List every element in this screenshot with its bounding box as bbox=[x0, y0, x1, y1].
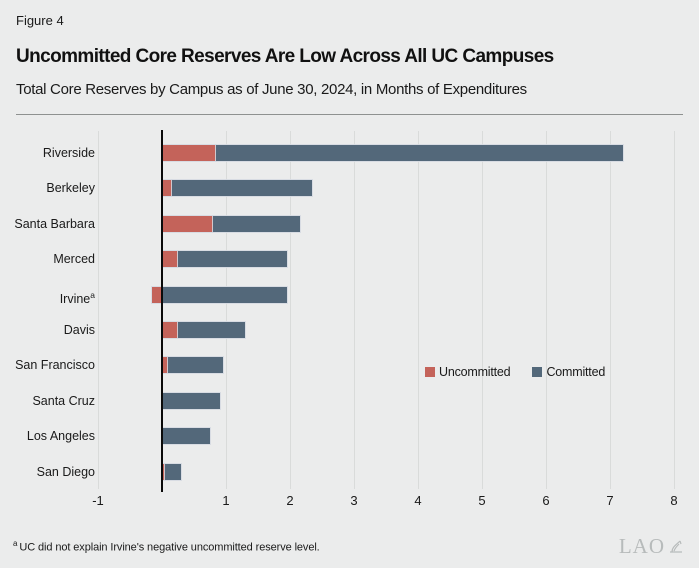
bar-segment-committed bbox=[178, 251, 287, 268]
category-label: San Diego bbox=[36, 464, 95, 479]
category-label: Berkeley bbox=[46, 181, 95, 196]
category-label: Los Angeles bbox=[26, 429, 95, 444]
bar-segment-uncommitted bbox=[162, 463, 166, 480]
bar-segment-uncommitted bbox=[162, 145, 217, 161]
bar-segment-committed bbox=[162, 428, 210, 445]
lao-seal-icon bbox=[670, 540, 682, 553]
x-tick-label: 2 bbox=[286, 493, 294, 508]
x-tick-label: 1 bbox=[222, 493, 230, 508]
x-tick-label: 3 bbox=[350, 493, 358, 508]
lao-logo-text: LAO bbox=[618, 534, 665, 558]
bar-segment-uncommitted bbox=[162, 215, 214, 232]
category-label: Santa Cruz bbox=[32, 393, 95, 408]
x-tick-label: 4 bbox=[414, 493, 422, 508]
legend-label-uncommitted: Uncommitted bbox=[439, 365, 511, 379]
zero-axis-line bbox=[161, 130, 163, 492]
gridline bbox=[417, 131, 419, 489]
bar-segment-committed bbox=[165, 463, 182, 480]
bar-segment-uncommitted bbox=[152, 286, 162, 303]
gridline bbox=[481, 131, 483, 489]
bar-segment-committed bbox=[216, 145, 623, 161]
bar-segment-committed bbox=[162, 286, 287, 303]
bar-segment-uncommitted bbox=[162, 357, 169, 374]
bar-segment-uncommitted bbox=[162, 322, 178, 338]
x-tick-label: 5 bbox=[478, 493, 486, 508]
bar-segment-committed bbox=[171, 180, 313, 197]
bar-segment-committed bbox=[213, 215, 300, 232]
gridline bbox=[673, 131, 675, 489]
bar-segment-uncommitted bbox=[162, 251, 178, 268]
chart-subtitle: Total Core Reserves by Campus as of June… bbox=[16, 81, 527, 98]
category-label: Merced bbox=[53, 252, 95, 267]
gridline bbox=[353, 131, 355, 489]
gridline bbox=[97, 131, 99, 489]
footnote-text: UC did not explain Irvine's negative unc… bbox=[19, 541, 320, 554]
legend-item-uncommitted: Uncommitted bbox=[425, 365, 511, 379]
chart-legend: Uncommitted Committed bbox=[425, 365, 605, 379]
footnote: a UC did not explain Irvine's negative un… bbox=[13, 539, 320, 554]
gridline bbox=[545, 131, 547, 489]
x-tick-label: 6 bbox=[542, 493, 550, 508]
x-tick-label: 8 bbox=[670, 493, 678, 508]
category-label: Irvinea bbox=[59, 289, 95, 306]
category-label: Davis bbox=[63, 323, 95, 337]
bar-segment-committed bbox=[168, 357, 223, 374]
uncommitted-swatch-icon bbox=[425, 367, 435, 377]
category-label: Santa Barbara bbox=[14, 216, 95, 231]
header-divider bbox=[16, 114, 683, 115]
x-tick-label: -1 bbox=[92, 493, 104, 508]
legend-label-committed: Committed bbox=[546, 365, 606, 379]
bar-segment-committed bbox=[178, 322, 246, 338]
footnote-marker: a bbox=[13, 539, 18, 548]
gridline bbox=[225, 131, 227, 489]
gridline bbox=[289, 131, 291, 489]
figure-label: Figure 4 bbox=[16, 13, 64, 28]
lao-logo: LAO bbox=[619, 534, 685, 559]
bar-segment-committed bbox=[162, 392, 220, 409]
x-tick-label: 7 bbox=[606, 493, 614, 508]
category-label: Riverside bbox=[42, 146, 95, 160]
legend-item-committed: Committed bbox=[532, 365, 605, 379]
category-label: San Francisco bbox=[15, 358, 95, 373]
bar-segment-uncommitted bbox=[162, 180, 172, 197]
category-footnote-marker: a bbox=[90, 289, 95, 300]
gridline bbox=[609, 131, 611, 489]
chart-title: Uncommitted Core Reserves Are Low Across… bbox=[16, 46, 554, 67]
committed-swatch-icon bbox=[532, 367, 543, 377]
